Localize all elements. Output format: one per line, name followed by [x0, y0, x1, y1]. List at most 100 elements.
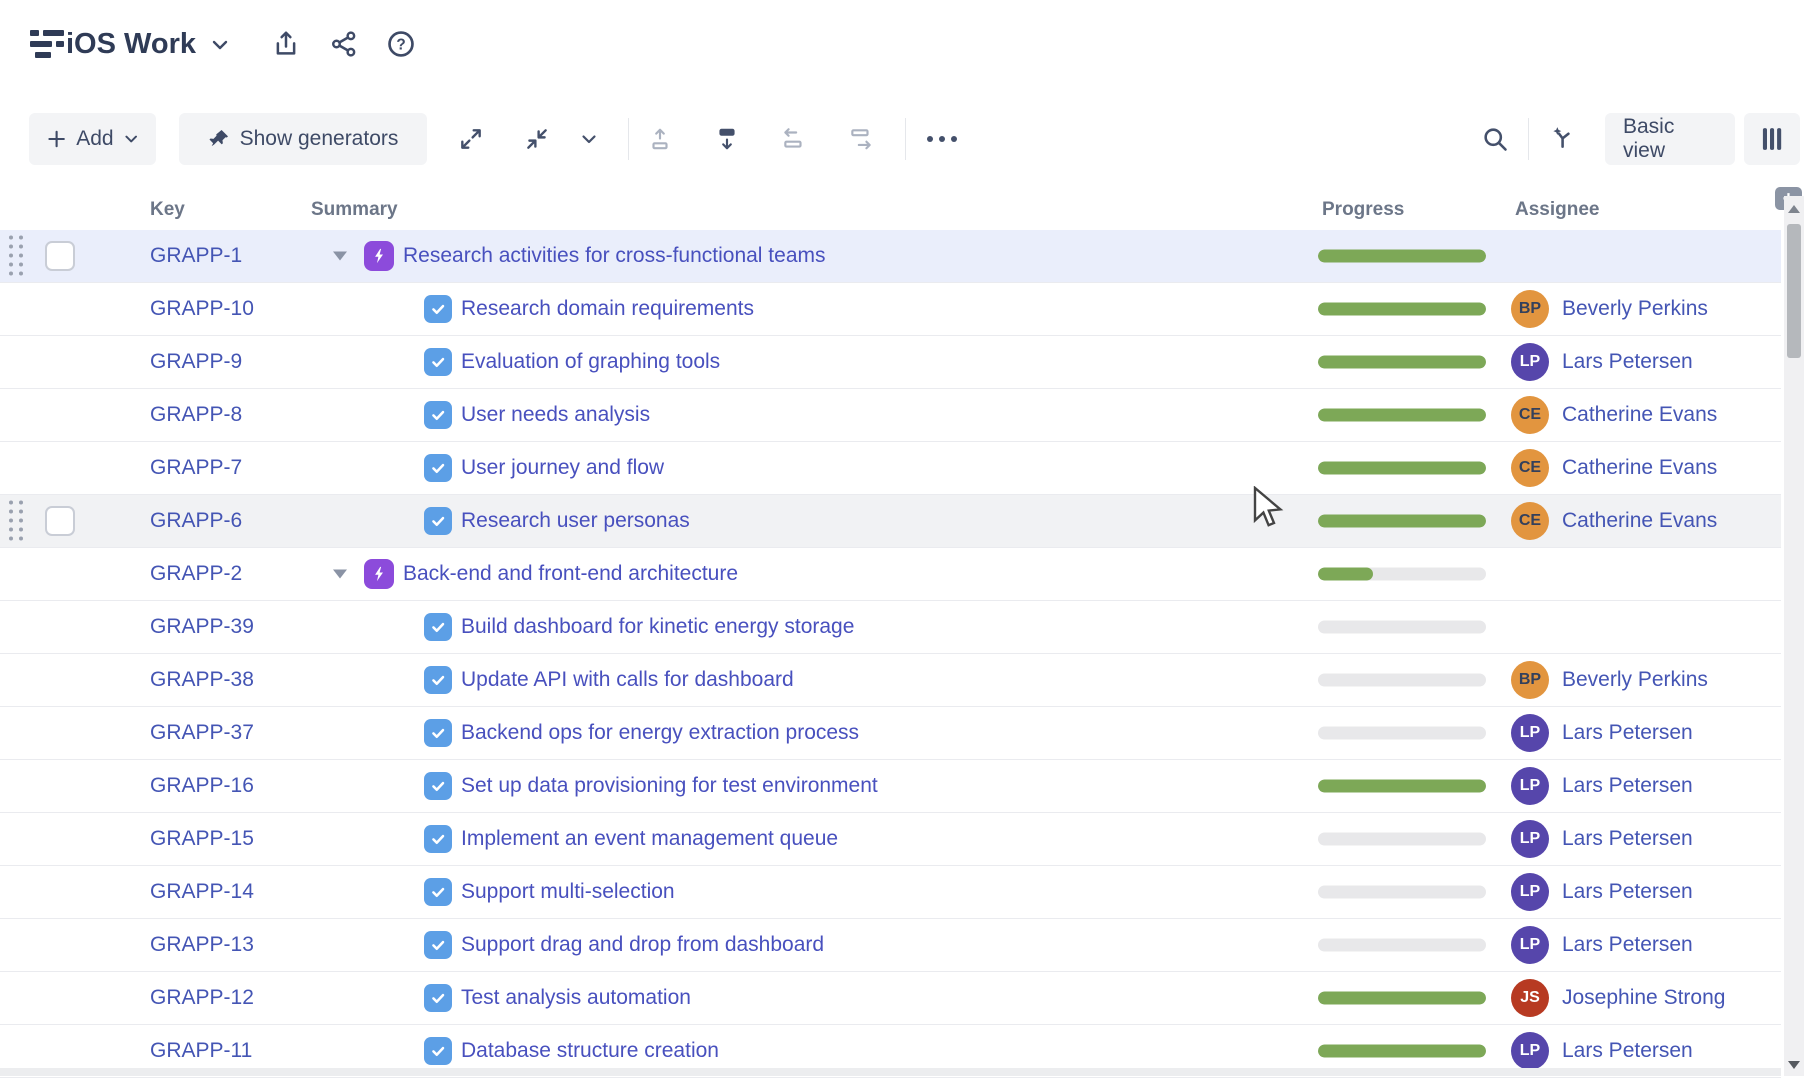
issue-key[interactable]: GRAPP-2	[150, 562, 242, 586]
issue-key[interactable]: GRAPP-11	[150, 1039, 252, 1063]
table-row[interactable]: GRAPP-10 Research domain requirements BP Be…	[0, 283, 1781, 336]
issue-key[interactable]: GRAPP-16	[150, 774, 254, 798]
issue-summary[interactable]: Research domain requirements	[461, 297, 754, 321]
table-row[interactable]: GRAPP-16 Set up data provisioning for tes…	[0, 760, 1781, 813]
issue-key[interactable]: GRAPP-14	[150, 880, 254, 904]
scroll-down-icon[interactable]	[1788, 1061, 1800, 1069]
assignee-name[interactable]: Catherine Evans	[1562, 509, 1717, 533]
assignee-name[interactable]: Catherine Evans	[1562, 456, 1717, 480]
assignee-name[interactable]: Lars Petersen	[1562, 774, 1693, 798]
assignee-name[interactable]: Lars Petersen	[1562, 1039, 1693, 1063]
scrollbar-thumb[interactable]	[1787, 224, 1801, 358]
drag-handle-icon[interactable]	[9, 501, 24, 542]
search-icon[interactable]	[1469, 113, 1521, 165]
assignee-name[interactable]: Beverly Perkins	[1562, 297, 1708, 321]
columns-button[interactable]	[1744, 113, 1800, 165]
issue-summary[interactable]: Support drag and drop from dashboard	[461, 933, 824, 957]
assignee-name[interactable]: Lars Petersen	[1562, 933, 1693, 957]
avatar[interactable]: LP	[1511, 343, 1549, 381]
issue-summary[interactable]: Test analysis automation	[461, 986, 691, 1010]
assignee-name[interactable]: Beverly Perkins	[1562, 668, 1708, 692]
table-row[interactable]: GRAPP-37Backend ops for energy extractio…	[0, 707, 1781, 760]
scroll-up-icon[interactable]	[1788, 205, 1800, 213]
issue-summary[interactable]: Support multi-selection	[461, 880, 675, 904]
issue-summary[interactable]: Build dashboard for kinetic energy stora…	[461, 615, 854, 639]
issue-summary[interactable]: Set up data provisioning for test enviro…	[461, 774, 878, 798]
issue-summary[interactable]: Database structure creation	[461, 1039, 719, 1063]
table-row[interactable]: GRAPP-13 Support drag and drop from dashb…	[0, 919, 1781, 972]
vertical-scrollbar[interactable]	[1784, 196, 1804, 1076]
issue-key[interactable]: GRAPP-15	[150, 827, 254, 851]
structure-title[interactable]: iOS Work	[66, 0, 196, 88]
issue-key[interactable]: GRAPP-12	[150, 986, 254, 1010]
share-icon[interactable]	[326, 26, 362, 62]
assignee-name[interactable]: Lars Petersen	[1562, 827, 1693, 851]
avatar[interactable]: LP	[1511, 820, 1549, 858]
assignee-name[interactable]: Lars Petersen	[1562, 350, 1693, 374]
avatar[interactable]: LP	[1511, 714, 1549, 752]
issue-summary[interactable]: Implement an event management queue	[461, 827, 838, 851]
table-row[interactable]: GRAPP-1Research activities for cross-fun…	[0, 230, 1781, 283]
table-row[interactable]: GRAPP-6 Research user personas CE Catherine…	[0, 495, 1781, 548]
table-row[interactable]: GRAPP-7 User journey and flow CE Catherine …	[0, 442, 1781, 495]
avatar[interactable]: BP	[1511, 290, 1549, 328]
column-header-assignee[interactable]: Assignee	[1515, 199, 1599, 221]
horizontal-scroll-track[interactable]	[0, 1068, 1781, 1076]
move-down-icon[interactable]	[701, 113, 753, 165]
issue-summary[interactable]: User needs analysis	[461, 403, 650, 427]
table-row[interactable]: GRAPP-8 User needs analysis CE Catherine Ev…	[0, 389, 1781, 442]
issue-key[interactable]: GRAPP-39	[150, 615, 254, 639]
avatar[interactable]: LP	[1511, 926, 1549, 964]
column-header-key[interactable]: Key	[150, 199, 185, 221]
avatar[interactable]: CE	[1511, 449, 1549, 487]
avatar[interactable]: BP	[1511, 661, 1549, 699]
assignee-name[interactable]: Josephine Strong	[1562, 986, 1725, 1010]
issue-summary[interactable]: Research activities for cross-functional…	[403, 244, 826, 268]
issue-summary[interactable]: Research user personas	[461, 509, 690, 533]
issue-key[interactable]: GRAPP-9	[150, 350, 242, 374]
issue-key[interactable]: GRAPP-10	[150, 297, 254, 321]
basic-view-button[interactable]: Basic view	[1605, 113, 1735, 165]
table-row[interactable]: GRAPP-12 Test analysis automation JS Joseph…	[0, 972, 1781, 1025]
issue-key[interactable]: GRAPP-38	[150, 668, 254, 692]
table-row[interactable]: GRAPP-2 Back-end and front-end architectu…	[0, 548, 1781, 601]
chevron-down-icon[interactable]	[333, 570, 347, 579]
avatar[interactable]: JS	[1511, 979, 1549, 1017]
chevron-down-icon[interactable]	[210, 38, 230, 52]
issue-summary[interactable]: Update API with calls for dashboard	[461, 668, 794, 692]
drag-handle-icon[interactable]	[9, 236, 24, 277]
export-icon[interactable]	[268, 26, 304, 62]
more-actions-icon[interactable]	[916, 113, 968, 165]
transformations-icon[interactable]	[1536, 113, 1588, 165]
expand-options-chevron-icon[interactable]	[566, 113, 612, 165]
issue-summary[interactable]: Evaluation of graphing tools	[461, 350, 720, 374]
issue-key[interactable]: GRAPP-7	[150, 456, 242, 480]
table-row[interactable]: GRAPP-15 Implement an event management qu…	[0, 813, 1781, 866]
chevron-down-icon[interactable]	[333, 252, 347, 261]
avatar[interactable]: CE	[1511, 396, 1549, 434]
row-checkbox[interactable]	[45, 241, 75, 271]
avatar[interactable]: LP	[1511, 767, 1549, 805]
issue-key[interactable]: GRAPP-37	[150, 721, 254, 745]
issue-key[interactable]: GRAPP-6	[150, 509, 242, 533]
table-row[interactable]: GRAPP-38 Update API with calls for dashbo…	[0, 654, 1781, 707]
column-header-summary[interactable]: Summary	[311, 199, 398, 221]
issue-summary[interactable]: User journey and flow	[461, 456, 664, 480]
issue-key[interactable]: GRAPP-8	[150, 403, 242, 427]
help-icon[interactable]: ?	[383, 26, 419, 62]
expand-all-icon[interactable]	[445, 113, 497, 165]
assignee-name[interactable]: Catherine Evans	[1562, 403, 1717, 427]
table-row[interactable]: GRAPP-14 Support multi-selection LP Lars Pe…	[0, 866, 1781, 919]
issue-key[interactable]: GRAPP-13	[150, 933, 254, 957]
assignee-name[interactable]: Lars Petersen	[1562, 880, 1693, 904]
avatar[interactable]: LP	[1511, 1032, 1549, 1070]
avatar[interactable]: LP	[1511, 873, 1549, 911]
add-button[interactable]: Add	[29, 113, 156, 165]
assignee-name[interactable]: Lars Petersen	[1562, 721, 1693, 745]
avatar[interactable]: CE	[1511, 502, 1549, 540]
table-row[interactable]: GRAPP-39 Build dashboard for kinetic ener…	[0, 601, 1781, 654]
issue-summary[interactable]: Back-end and front-end architecture	[403, 562, 738, 586]
collapse-all-icon[interactable]	[511, 113, 563, 165]
column-header-progress[interactable]: Progress	[1322, 199, 1404, 221]
show-generators-button[interactable]: Show generators	[179, 113, 427, 165]
